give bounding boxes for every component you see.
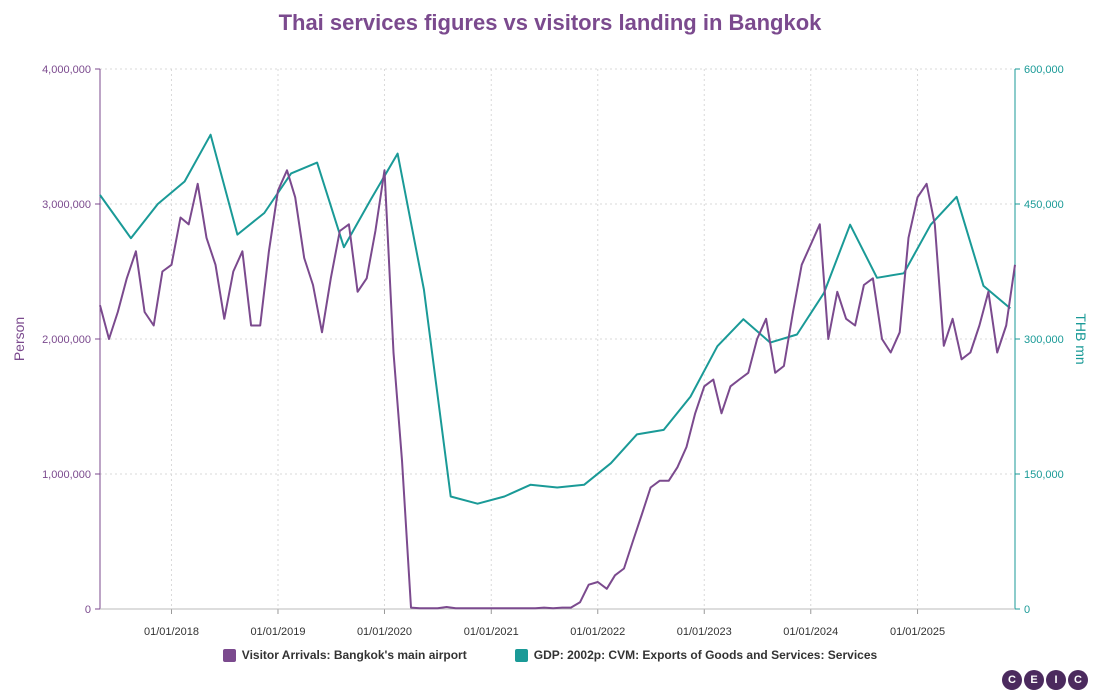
y-left-tick-label: 4,000,000	[42, 64, 91, 76]
ceic-logo[interactable]: C E I C	[1002, 670, 1088, 690]
x-tick-label: 01/01/2018	[144, 626, 199, 638]
logo-letter-c2: C	[1068, 670, 1088, 690]
grid-lines	[100, 68, 1015, 609]
logo-letter-e: E	[1024, 670, 1044, 690]
x-tick-label: 01/01/2020	[357, 626, 412, 638]
y-right-tick-label: 150,000	[1024, 469, 1064, 481]
y-left-tick-label: 2,000,000	[42, 334, 91, 346]
series-lines	[99, 133, 1016, 610]
x-tick-label: 01/01/2023	[677, 626, 732, 638]
x-tick-label: 01/01/2025	[890, 626, 945, 638]
y-axis-right-label: THB mn	[1073, 313, 1089, 364]
legend-swatch-gdp-services	[514, 648, 528, 662]
logo-letter-i: I	[1046, 670, 1066, 690]
y-left-tick-label: 1,000,000	[42, 469, 91, 481]
series-line-visitor-arrivals[interactable]	[99, 169, 1016, 610]
y-axis-left-label: Person	[11, 317, 27, 361]
x-tick-label: 01/01/2019	[250, 626, 305, 638]
y-left-tick-label: 3,000,000	[42, 199, 91, 211]
legend: Visitor Arrivals: Bangkok's main airport…	[0, 648, 1100, 662]
y-right-tick-label: 300,000	[1024, 334, 1064, 346]
x-tick-label: 01/01/2021	[464, 626, 519, 638]
x-tick-label: 01/01/2024	[783, 626, 838, 638]
y-right-tick-label: 600,000	[1024, 64, 1064, 76]
axes: 0 0 1,000,000 150,000 2,000,000 300,000 3,000,…	[42, 64, 1064, 638]
legend-label-visitor-arrivals: Visitor Arrivals: Bangkok's main airport	[241, 648, 467, 662]
x-tick-label: 01/01/2022	[570, 626, 625, 638]
y-left-tick-label: 0	[85, 604, 91, 616]
legend-item-visitor-arrivals[interactable]: Visitor Arrivals: Bangkok's main airport	[222, 648, 467, 662]
y-right-tick-label: 0	[1024, 604, 1030, 616]
legend-item-gdp-services[interactable]: GDP: 2002p: CVM: Exports of Goods and Se…	[514, 648, 878, 662]
legend-label-gdp-services: GDP: 2002p: CVM: Exports of Goods and Se…	[533, 648, 878, 662]
y-right-tick-label: 450,000	[1024, 199, 1064, 211]
legend-swatch-visitor-arrivals	[222, 648, 236, 662]
series-line-gdp-services[interactable]	[99, 133, 1011, 505]
chart-title: Thai services figures vs visitors landin…	[278, 10, 822, 35]
logo-letter-c1: C	[1002, 670, 1022, 690]
